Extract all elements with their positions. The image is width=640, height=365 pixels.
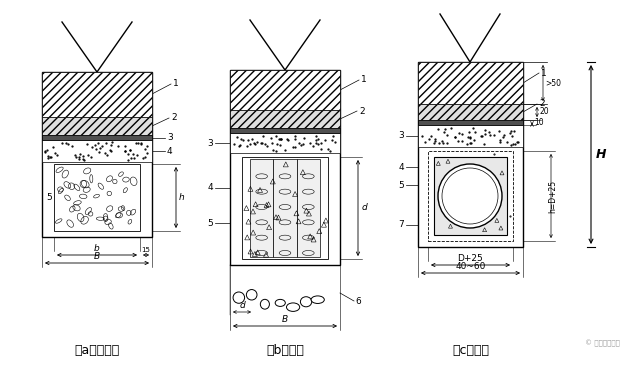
Circle shape — [438, 164, 502, 228]
Ellipse shape — [300, 297, 312, 307]
Text: 5: 5 — [207, 219, 213, 228]
Text: 4: 4 — [398, 163, 404, 172]
Bar — [54, 164, 140, 231]
Bar — [297, 159, 320, 257]
Bar — [428, 151, 513, 241]
Text: >50: >50 — [545, 78, 561, 88]
Bar — [230, 70, 340, 110]
Text: 6: 6 — [355, 297, 361, 307]
Bar — [230, 133, 340, 153]
Bar — [273, 159, 297, 257]
Text: 3: 3 — [167, 134, 173, 142]
Text: 4: 4 — [207, 183, 213, 192]
Ellipse shape — [233, 292, 244, 303]
Bar — [418, 62, 523, 247]
Text: 4: 4 — [167, 146, 173, 155]
Text: h=D+25: h=D+25 — [548, 180, 557, 212]
Bar — [42, 117, 152, 135]
Ellipse shape — [246, 289, 257, 300]
Bar — [418, 104, 523, 120]
Text: 3: 3 — [398, 131, 404, 141]
Bar — [230, 110, 340, 128]
Text: B: B — [282, 315, 288, 324]
Text: 10: 10 — [534, 118, 543, 127]
Bar — [250, 159, 273, 257]
Text: B: B — [94, 252, 100, 261]
Text: 5: 5 — [398, 181, 404, 190]
Bar — [418, 62, 523, 104]
Text: d: d — [362, 204, 368, 212]
Text: 15: 15 — [141, 247, 150, 253]
Text: d: d — [239, 301, 245, 310]
Text: （c）管式: （c）管式 — [452, 344, 489, 357]
Text: h: h — [179, 193, 185, 202]
Text: © 蜀龙路桥市政: © 蜀龙路桥市政 — [585, 340, 620, 347]
Ellipse shape — [275, 299, 285, 306]
Text: 7: 7 — [398, 220, 404, 229]
Bar — [418, 125, 523, 147]
Bar — [42, 72, 152, 237]
Ellipse shape — [260, 299, 269, 309]
Text: 3: 3 — [207, 138, 213, 147]
Bar — [242, 157, 328, 259]
Bar — [42, 135, 152, 140]
Text: （b）洞式: （b）洞式 — [266, 344, 304, 357]
Text: 20: 20 — [539, 108, 548, 116]
Bar — [418, 120, 523, 125]
Text: D+25: D+25 — [458, 254, 483, 263]
Text: 40~60: 40~60 — [455, 262, 486, 271]
Text: 5: 5 — [46, 193, 52, 203]
Text: b: b — [94, 244, 100, 253]
Ellipse shape — [287, 303, 300, 311]
Bar — [42, 72, 152, 117]
Bar — [434, 157, 507, 235]
Ellipse shape — [311, 296, 324, 303]
Text: 1: 1 — [541, 69, 547, 77]
Text: 1: 1 — [361, 76, 367, 85]
Bar — [230, 128, 340, 133]
Text: （a）暗沟式: （a）暗沟式 — [74, 344, 120, 357]
Text: 2: 2 — [359, 107, 365, 115]
Bar — [230, 70, 340, 265]
Text: H: H — [596, 148, 607, 161]
Text: 2: 2 — [539, 100, 545, 108]
Text: 1: 1 — [173, 80, 179, 88]
Bar — [42, 140, 152, 162]
Text: 2: 2 — [171, 114, 177, 123]
